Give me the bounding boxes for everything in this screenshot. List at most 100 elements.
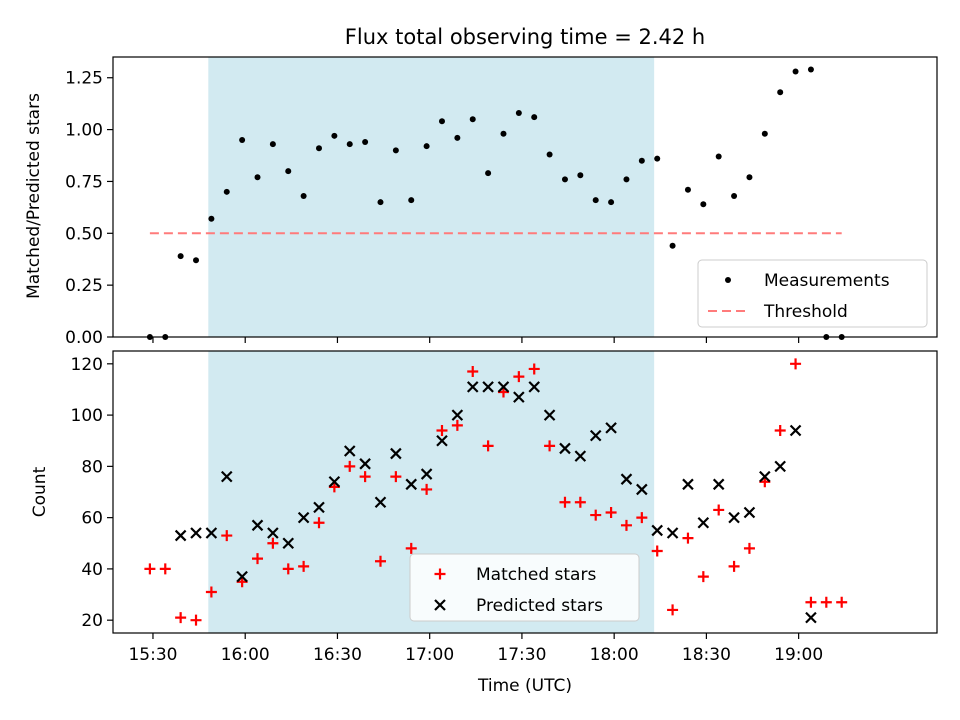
predicted-stars-point [743,506,756,519]
measurement-point [623,176,630,183]
bot-y-tick-label: 60 [81,509,103,529]
measurement-point [700,201,707,208]
matched-stars-point [743,542,755,554]
top-panel: 0.00 0.25 0.50 0.75 1.00 1.25 Matched/Predict… [24,56,938,348]
matched-stars-point [175,612,187,624]
matched-stars-point [528,363,540,375]
measurement-point [592,197,599,204]
matched-stars-point [144,563,156,575]
matched-stars-point [682,532,694,544]
measurement-point [208,215,215,222]
top-axes-frame [112,56,938,338]
measurement-point [654,155,661,162]
top-y-ticks: 0.00 0.25 0.50 0.75 1.00 1.25 [65,69,113,348]
legend-label: Measurements [764,271,890,291]
predicted-stars-point [220,470,233,483]
measurement-point [684,186,691,193]
predicted-stars-point [174,529,187,542]
measurement-point [269,141,276,148]
top-y-tick-label: 0.50 [65,224,103,244]
predicted-stars-point [405,478,418,491]
measurement-point [500,130,507,137]
x-tick-label: 17:30 [497,645,546,665]
measurement-point [546,151,553,158]
predicted-stars-point [374,496,387,509]
predicted-stars-point [513,391,525,403]
measurement-point [515,110,522,116]
bot-y-tick-label: 40 [81,560,103,580]
predicted-stars-point [789,424,802,437]
measurement-point [362,139,369,146]
measurement-point [638,157,645,164]
measurement-point [316,145,322,152]
matched-stars-point [221,530,233,542]
top-y-tick-label: 1.00 [65,121,103,141]
measurement-point [561,176,568,183]
measurement-point [423,143,430,150]
matched-stars-point [267,537,279,549]
matched-stars-point [482,440,494,452]
x-tick-label: 15:30 [128,645,177,665]
predicted-stars-point [574,450,587,462]
predicted-stars-point [251,519,264,532]
legend-label: Threshold [763,302,848,322]
measurement-point [608,199,615,206]
top-y-tick-label: 0.75 [65,172,103,192]
predicted-stars-point [282,537,295,550]
top-legend: Measurements Threshold [697,259,928,328]
x-tick-label: 16:00 [221,645,270,665]
measurement-point [346,141,353,148]
predicted-stars-point [205,527,218,539]
top-y-tick-label: 1.25 [65,69,103,89]
measurement-point [731,192,738,199]
measurement-point [408,197,415,204]
matched-stars-point [374,555,386,567]
matched-stars-point [359,471,371,483]
matched-stars-point [728,560,740,572]
measurement-point [377,199,384,206]
matched-stars-point [651,545,663,557]
matched-stars-point [605,507,617,519]
matched-stars-point [574,496,586,508]
measurement-point [777,89,784,96]
matched-stars-point [252,553,264,565]
predicted-stars-point [328,475,341,488]
matched-stars-point [436,424,448,436]
predicted-stars-point [482,381,494,393]
measurement-point [438,118,445,125]
predicted-stars-point [666,527,679,539]
matched-stars-point [774,424,786,436]
x-tick-label: 18:30 [682,645,731,665]
measurement-point [300,192,307,199]
matched-stars-point [313,517,325,529]
predicted-stars-point [359,458,371,470]
predicted-stars-point [390,447,402,460]
predicted-stars-point [528,381,541,393]
matched-stars-point [513,371,525,383]
legend-label: Predicted stars [476,596,603,616]
matched-stars-point [805,596,817,608]
bot-y-tick-label: 100 [71,406,103,426]
matched-stars-point [590,509,602,521]
measurement-point [746,174,753,181]
predicted-stars-point [420,468,433,480]
matched-stars-point [636,512,648,524]
predicted-stars-point [605,422,617,434]
predicted-stars-point [682,478,694,491]
matched-stars-point [451,419,463,431]
predicted-stars-point [620,473,633,485]
bottom-data-marks [144,358,848,626]
bottom-axes-frame [112,350,938,634]
top-y-axis-label: Matched/Predicted stars [24,93,44,299]
top-y-tick-label: 0.00 [65,328,103,348]
matched-stars-point [820,596,832,608]
predicted-stars-point [589,429,602,442]
measurement-point [792,68,799,75]
matched-stars-point [421,483,433,495]
predicted-stars-point [805,611,817,624]
matched-stars-point [405,542,417,554]
predicted-stars-point [267,527,279,539]
predicted-stars-point [497,381,510,393]
predicted-stars-point [774,460,786,473]
measurement-point [669,242,676,249]
